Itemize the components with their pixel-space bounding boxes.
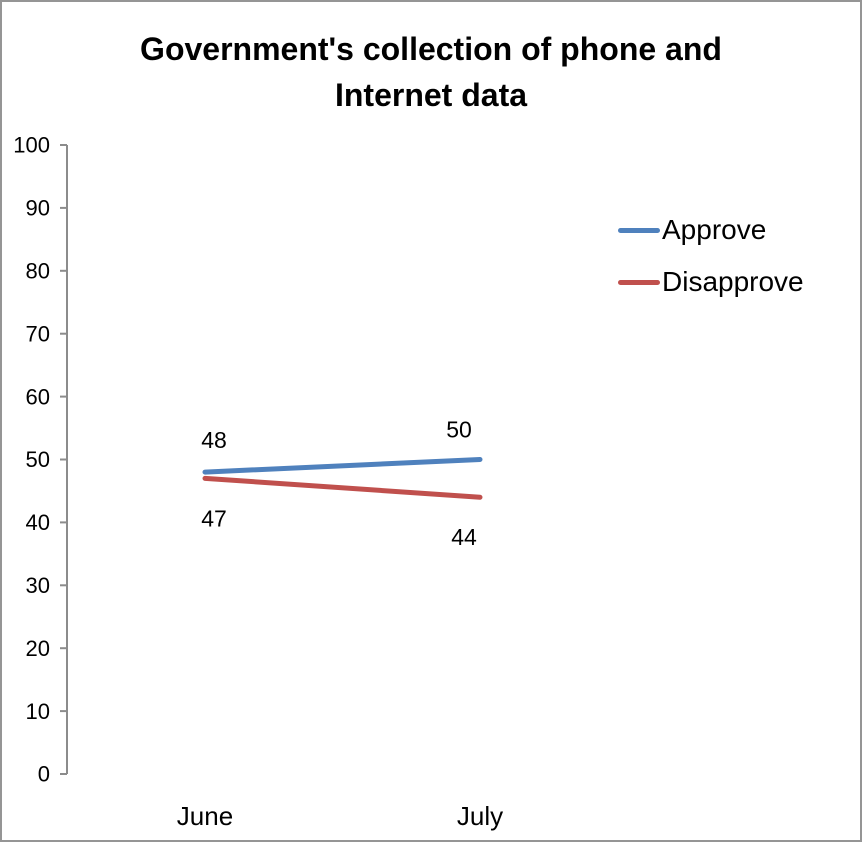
data-label: 48 — [201, 427, 227, 453]
x-axis-label: July — [457, 801, 503, 831]
legend-item-approve: Approve — [618, 204, 804, 256]
legend-item-disapprove: Disapprove — [618, 256, 804, 308]
legend-label: Approve — [662, 214, 767, 245]
y-axis-tick-label: 70 — [26, 321, 50, 346]
y-axis-tick-label: 80 — [26, 259, 50, 284]
legend-line-swatch — [618, 279, 660, 285]
y-axis-tick-label: 60 — [26, 384, 50, 409]
y-axis-tick-label: 20 — [26, 636, 50, 661]
y-axis-tick-label: 40 — [26, 510, 50, 535]
series-line-disapprove — [202, 475, 483, 500]
data-label: 44 — [451, 524, 477, 550]
y-axis-tick-label: 90 — [26, 196, 50, 221]
x-axis-label: June — [177, 801, 233, 831]
y-axis-tick-label: 0 — [38, 762, 50, 787]
y-axis-tick-label: 10 — [26, 699, 50, 724]
y-axis-tick-label: 100 — [13, 133, 50, 158]
data-label: 47 — [201, 505, 227, 531]
legend-label: Disapprove — [662, 266, 804, 297]
y-axis-tick-label: 30 — [26, 573, 50, 598]
chart-legend: Approve Disapprove — [618, 204, 804, 308]
chart-title: Government's collection of phone and Int… — [140, 31, 722, 113]
legend-line-swatch — [618, 227, 660, 233]
series-line-approve — [202, 457, 483, 475]
y-axis-tick-label: 50 — [26, 447, 50, 472]
data-label: 50 — [446, 417, 472, 443]
